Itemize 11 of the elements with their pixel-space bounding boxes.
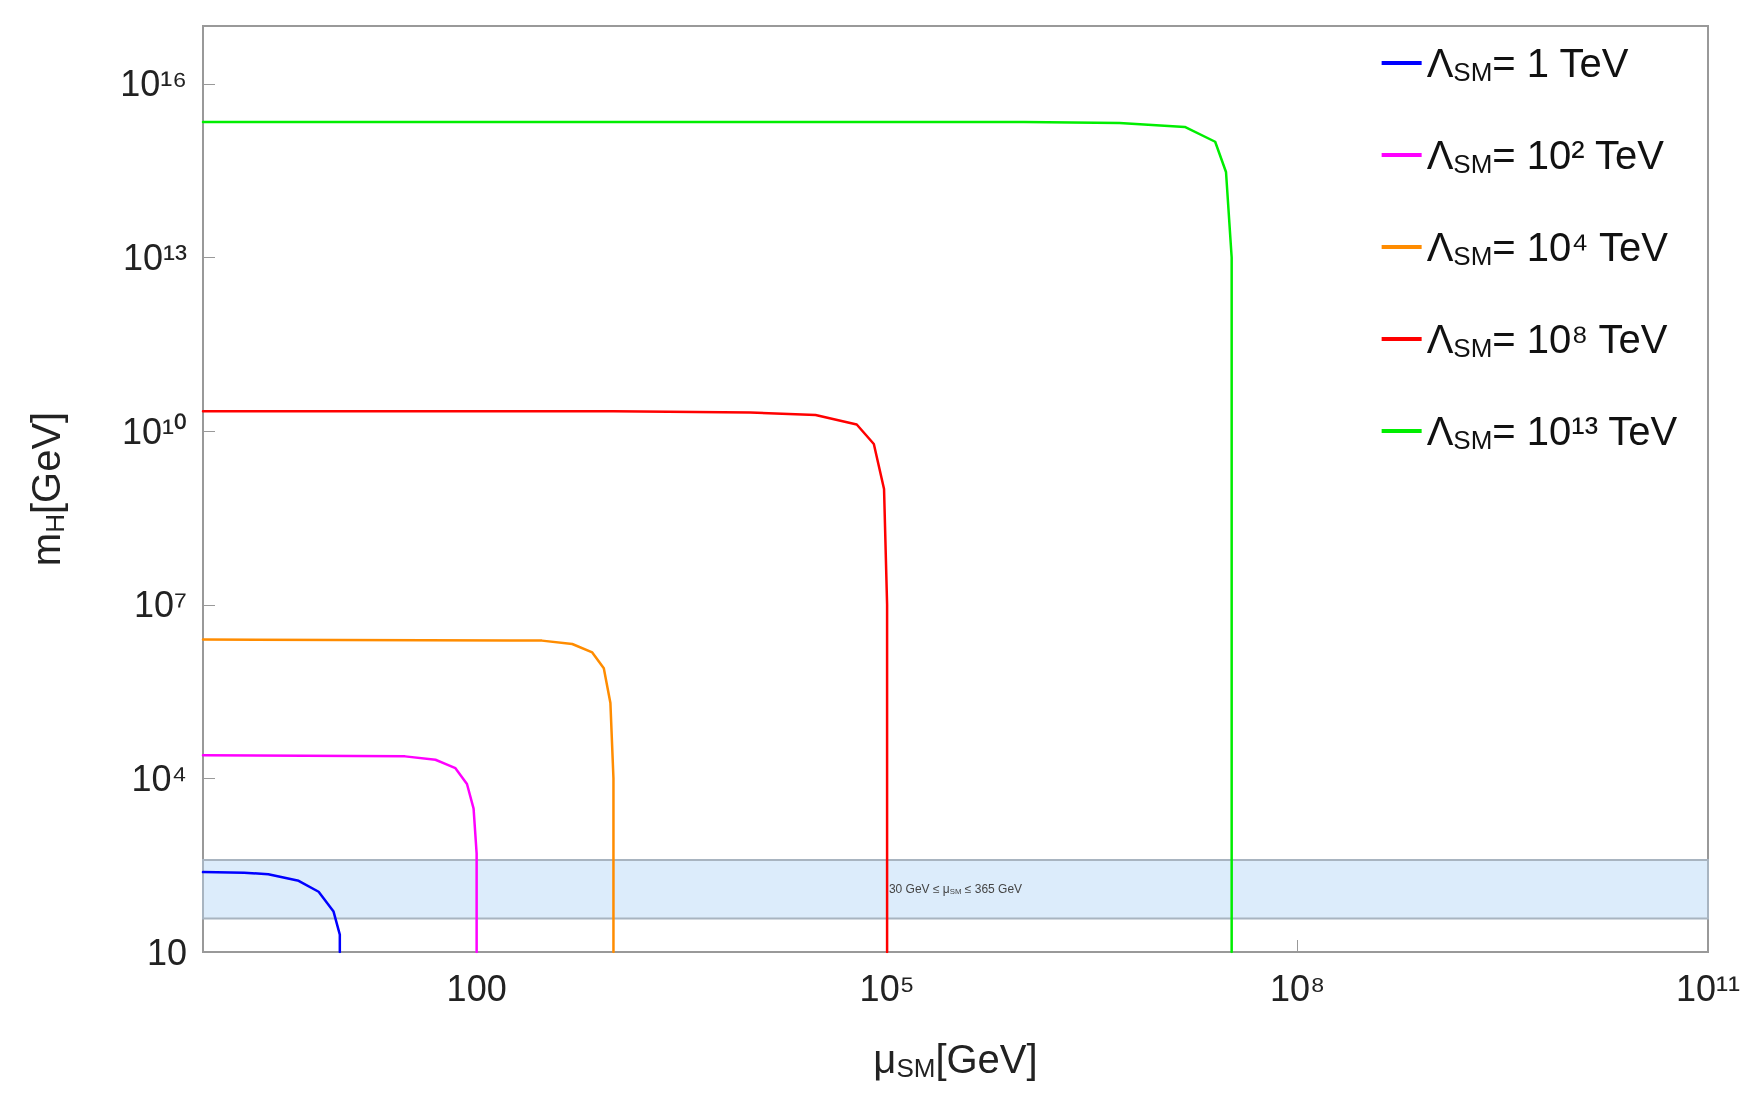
x-tick-label: 100 — [446, 967, 507, 1009]
y-tick-label: 10⁴ — [131, 757, 187, 799]
x-tick-label: 10¹¹ — [1675, 967, 1741, 1009]
y-tick-label: 10¹⁰ — [121, 410, 187, 452]
y-tick-label: 10¹³ — [122, 237, 187, 278]
y-axis-title: mH[GeV] — [24, 411, 70, 567]
y-tick-label: 10⁷ — [133, 584, 187, 626]
x-tick-label: 10⁸ — [1269, 967, 1326, 1009]
y-tick-label: 10¹⁶ — [120, 63, 187, 105]
x-tick-label: 10⁵ — [859, 967, 915, 1009]
y-tick-label: 10 — [146, 931, 187, 973]
